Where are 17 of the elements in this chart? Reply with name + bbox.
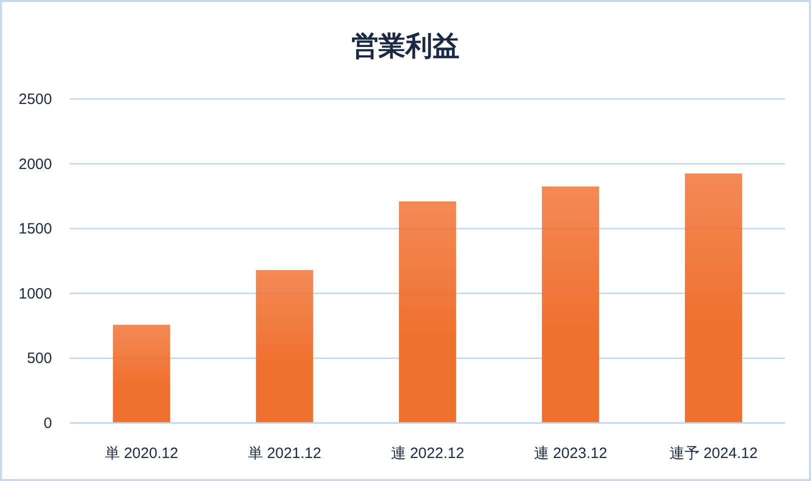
y-tick-label: 2000 [18, 156, 52, 173]
bar [542, 186, 600, 423]
x-tick-label: 単 2021.12 [248, 445, 322, 462]
y-tick-label: 0 [44, 415, 52, 432]
bar [256, 270, 314, 423]
x-tick-label: 単 2020.12 [104, 445, 178, 462]
y-tick-label: 1500 [18, 220, 52, 238]
x-tick-label: 連予 2024.12 [669, 445, 758, 462]
bar [398, 201, 456, 423]
x-tick-label: 連 2023.12 [534, 445, 608, 462]
x-tick-label: 連 2022.12 [390, 445, 464, 462]
y-tick-label: 500 [26, 350, 52, 368]
y-tick-label: 2500 [18, 91, 52, 108]
bar [684, 174, 742, 423]
chart-title: 営業利益 [352, 31, 460, 61]
bar [112, 324, 170, 423]
y-tick-label: 1000 [18, 285, 52, 302]
